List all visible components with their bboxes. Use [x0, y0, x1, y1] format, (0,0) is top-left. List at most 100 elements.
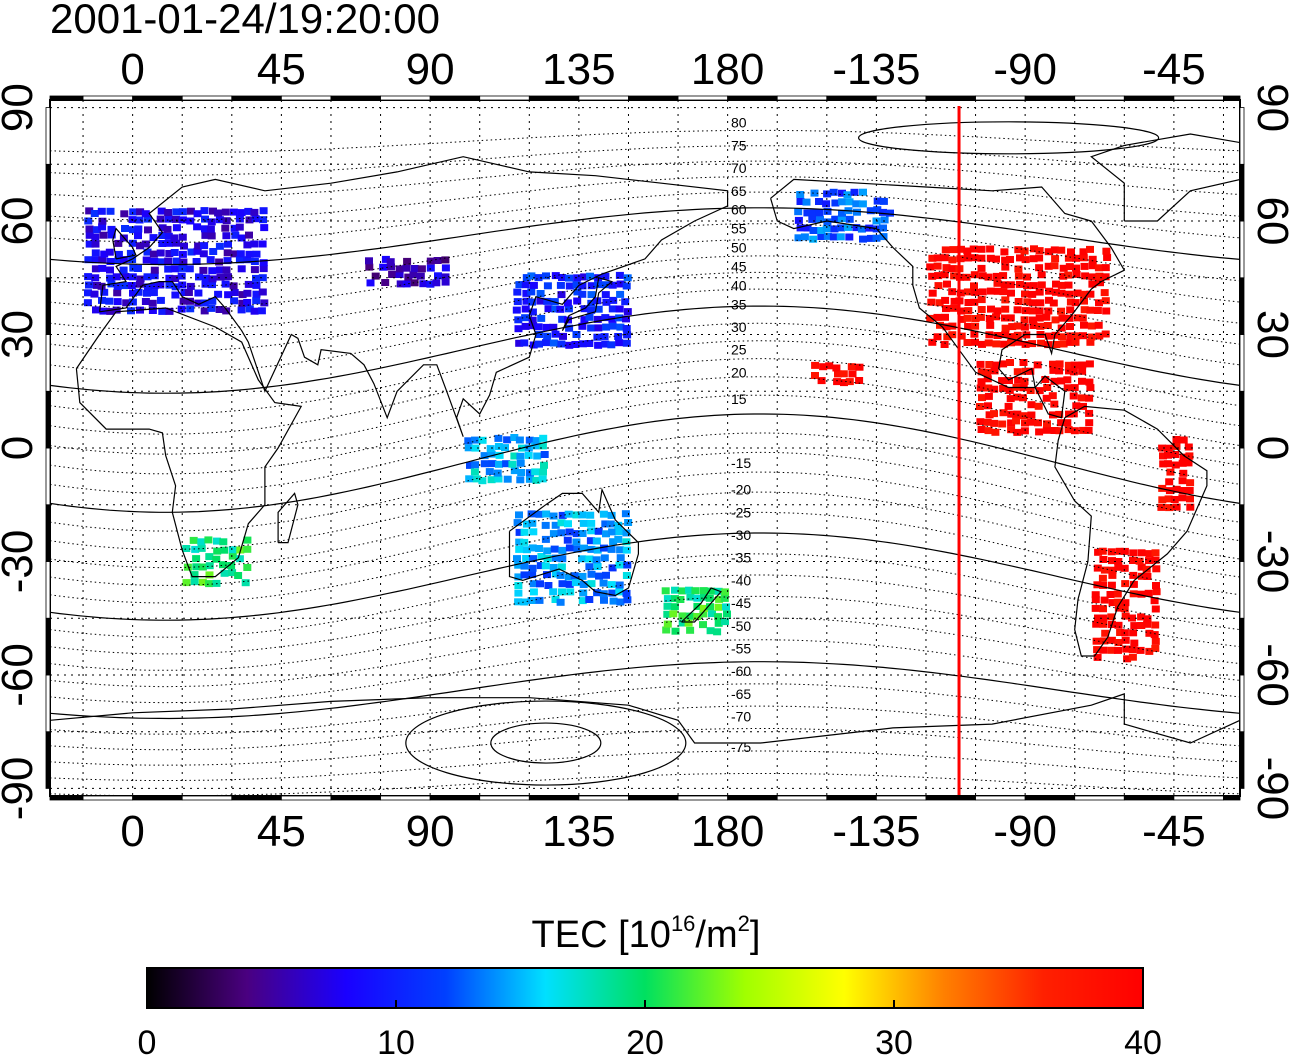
tec-cell	[699, 587, 708, 595]
tec-cell	[587, 306, 596, 314]
tec-cell	[260, 299, 269, 307]
tec-cell	[832, 364, 841, 372]
tec-cell	[543, 332, 552, 340]
frame-segment	[45, 674, 51, 733]
tec-cell	[204, 536, 213, 544]
tec-cell	[803, 209, 812, 217]
tec-cell	[144, 226, 152, 234]
tec-region	[975, 359, 1095, 436]
tec-cell	[623, 561, 632, 569]
tec-cell	[520, 339, 529, 347]
tec-cell	[587, 324, 596, 332]
tec-cell	[829, 188, 838, 196]
tec-cell	[215, 216, 224, 224]
tec-cell	[107, 231, 116, 239]
tec-cell	[470, 468, 479, 476]
tec-cell	[715, 595, 724, 603]
tec-cell	[1044, 248, 1053, 256]
contour-label: 25	[731, 342, 747, 358]
tec-cell	[1114, 646, 1122, 654]
tec-cell	[549, 530, 558, 538]
tec-cell	[1093, 653, 1102, 661]
tec-cell	[1006, 314, 1015, 322]
tec-cell	[533, 452, 542, 460]
colorbar-label-exponent: 16	[671, 911, 695, 936]
tec-cell	[543, 282, 552, 290]
tec-cell	[1034, 419, 1042, 427]
tec-cell	[520, 562, 529, 570]
tec-cell	[537, 553, 546, 560]
tec-cell	[529, 588, 538, 596]
tec-cell	[259, 207, 268, 215]
graticule	[50, 100, 1240, 796]
tec-cell	[395, 265, 404, 273]
left-lat-tick-label: -30	[0, 530, 42, 594]
tec-cell	[822, 225, 831, 233]
tec-cell	[503, 436, 512, 444]
tec-cell	[1052, 280, 1060, 288]
tec-cell	[990, 410, 998, 418]
tec-cell	[609, 296, 618, 304]
tec-cell	[879, 224, 887, 232]
tec-cell	[1115, 547, 1124, 555]
frame-segment	[925, 795, 976, 801]
tec-cell	[1094, 321, 1103, 329]
tec-cell	[487, 476, 496, 484]
tec-cell	[113, 282, 122, 290]
tec-cell	[1137, 590, 1146, 598]
magnetic-contour	[50, 288, 1240, 373]
tec-cell	[216, 266, 224, 274]
tec-cell	[975, 403, 984, 410]
tec-cell	[928, 272, 937, 280]
tec-cell	[164, 257, 173, 265]
tec-cell	[573, 288, 582, 296]
tec-cell	[794, 208, 803, 216]
tec-cell	[559, 332, 567, 340]
tec-cell	[1084, 426, 1093, 434]
tec-cell	[834, 370, 842, 378]
tec-cell	[432, 279, 441, 287]
tec-cell	[409, 271, 418, 279]
tec-cell	[250, 240, 259, 248]
tec-cell	[1184, 459, 1193, 467]
top-lon-tick-label: 0	[120, 45, 144, 94]
tec-cell	[837, 215, 846, 223]
tec-cell	[556, 305, 565, 313]
top-lon-tick-label: 45	[257, 45, 306, 94]
frame-segment	[45, 617, 51, 676]
frame-segment	[380, 95, 431, 101]
tec-cell	[92, 226, 101, 234]
tec-cell	[815, 209, 824, 217]
contour-label: 45	[731, 258, 747, 274]
magnetic-contour	[50, 160, 1240, 199]
tec-cell	[992, 361, 1001, 369]
tec-cell	[1064, 281, 1073, 289]
tec-cell	[91, 274, 100, 282]
left-latitude-axis: 90 60 30 0 -30 -60 -90	[0, 83, 42, 820]
tec-cell	[521, 314, 530, 322]
tec-cell	[1023, 282, 1032, 290]
tec-cell	[1051, 316, 1060, 324]
tec-cell	[794, 216, 803, 224]
tec-cell	[245, 231, 253, 239]
tec-cell	[1023, 298, 1032, 306]
tec-cell	[684, 619, 693, 627]
tec-cell	[114, 256, 123, 264]
tec-cell	[678, 619, 687, 627]
tec-cell	[142, 256, 151, 264]
tec-cell	[986, 321, 995, 329]
tec-cell	[557, 563, 566, 571]
tec-cell	[940, 271, 949, 279]
frame-segment	[1123, 95, 1175, 101]
tec-cell	[170, 249, 179, 256]
tec-cell	[395, 271, 404, 278]
tec-cell	[977, 378, 986, 386]
frame-segment	[45, 107, 51, 165]
frame-segment	[1173, 95, 1224, 101]
tec-cell	[522, 297, 531, 305]
tec-cell	[999, 409, 1008, 417]
tec-cell	[230, 297, 239, 305]
tec-cell	[1035, 254, 1044, 262]
tec-cell	[992, 255, 1000, 263]
frame-segment	[1239, 447, 1245, 506]
